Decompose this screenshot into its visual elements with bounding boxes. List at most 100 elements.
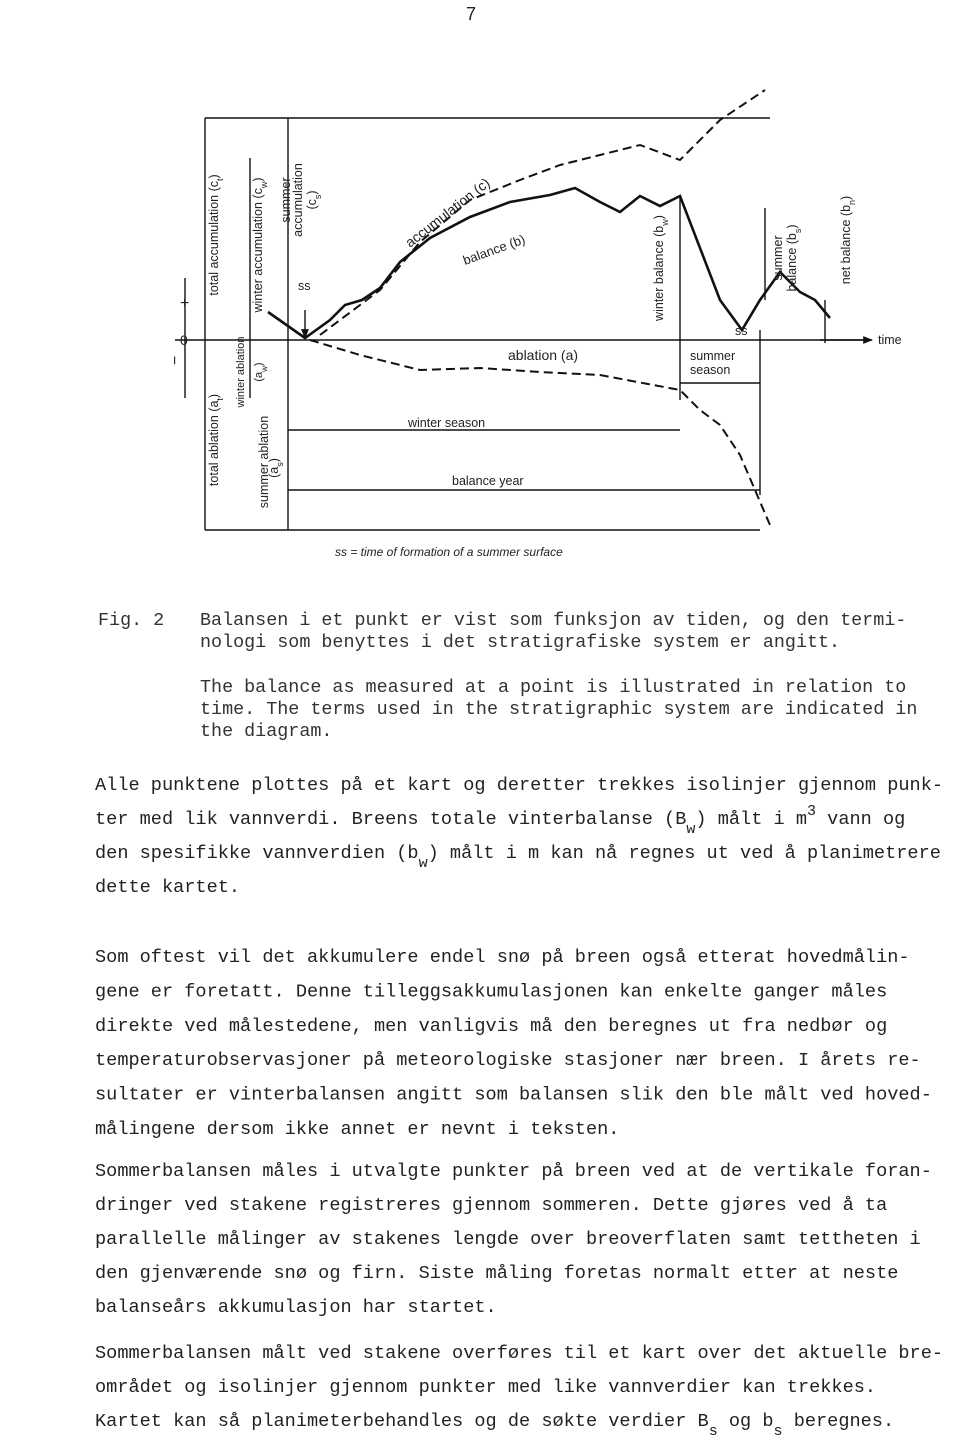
label: total accumulation (ct) [207, 174, 225, 295]
text-segment: ter med lik vannverdi. Breens totale vin… [95, 809, 686, 830]
text-segment: gene er foretatt. Denne tilleggsakkumula… [95, 981, 887, 1002]
t: winter accumulation (c [251, 188, 265, 313]
t: (a [253, 371, 265, 382]
t: ) [251, 177, 265, 181]
text-segment: den spesifikke vannverdien (b [95, 843, 419, 864]
caption-line: nologi som benyttes i det stratigrafiske… [200, 632, 840, 653]
t: total accumulation (c [207, 181, 221, 296]
t: w [259, 181, 269, 189]
text-segment: området og isolinjer gjennom punkter med… [95, 1377, 876, 1398]
label: (cs) [305, 190, 323, 209]
text-line: den gjenværende snø og firn. Siste målin… [95, 1263, 898, 1284]
winter-season-label: winter season [407, 416, 485, 430]
t: (a [267, 467, 281, 478]
text-segment: den gjenværende snø og firn. Siste målin… [95, 1263, 898, 1284]
label: (aw) [253, 362, 269, 381]
caption-line: The balance as measured at a point is il… [200, 677, 906, 698]
label: winter accumulation (cw) [251, 177, 269, 313]
text-line: den spesifikke vannverdien (bw) målt i m… [95, 843, 941, 872]
t: ) [839, 196, 853, 200]
caption-line: the diagram. [200, 721, 332, 742]
ss-label: ss [298, 279, 311, 293]
text-line: ter med lik vannverdi. Breens totale vin… [95, 803, 905, 838]
text-segment: ) målt i m [695, 809, 807, 830]
t: ) [305, 190, 319, 194]
t: t [215, 178, 225, 181]
text-line: parallelle målinger av stakenes lengde o… [95, 1229, 921, 1250]
text-line: dringer ved stakene registreres gjennom … [95, 1195, 887, 1216]
t: s [793, 228, 803, 233]
text-line: målingene dersom ikke annet er nevnt i t… [95, 1119, 619, 1140]
t: ) [207, 174, 221, 178]
axis-plus: + [180, 295, 189, 312]
caption-line: Balansen i et punkt er vist som funksjon… [200, 610, 906, 631]
text-line: området og isolinjer gjennom punkter med… [95, 1377, 876, 1398]
footnote: ss = time of formation of a summer surfa… [335, 545, 563, 559]
text-line: dette kartet. [95, 877, 240, 898]
ablation-curve [309, 339, 771, 526]
label: winter ablation [235, 337, 247, 409]
t: w [260, 366, 269, 373]
text-segment: og b [718, 1411, 774, 1432]
text-line: Alle punktene plottes på et kart og dere… [95, 775, 943, 796]
t: winter balance (b [652, 226, 666, 322]
text-line: balanseårs akkumulasjon har startet. [95, 1297, 497, 1318]
text-line: gene er foretatt. Denne tilleggsakkumula… [95, 981, 887, 1002]
time-label: time [878, 333, 902, 347]
text-segment: parallelle målinger av stakenes lengde o… [95, 1229, 921, 1250]
text-segment: s [709, 1423, 718, 1440]
text-segment: w [419, 855, 428, 872]
text-line: temperaturobservasjoner på meteorologisk… [95, 1050, 921, 1071]
t: ) [207, 394, 221, 398]
axis-minus: − [167, 356, 184, 365]
ablation-label: ablation (a) [508, 347, 578, 363]
t: net balance (b [839, 205, 853, 284]
balance-label: balance (b) [461, 231, 527, 267]
t: ) [267, 458, 281, 462]
text-segment: Sommerbalansen målt ved stakene overføre… [95, 1343, 943, 1364]
text-segment: beregnes. [783, 1411, 895, 1432]
body-text: Alle punktene plottes på et kart og dere… [95, 775, 943, 1440]
t: n [847, 200, 857, 205]
text-line: Sommerbalansen måles i utvalgte punkter … [95, 1161, 932, 1182]
text-segment: Alle punktene plottes på et kart og dere… [95, 775, 943, 796]
text-line: Kartet kan så planimeterbehandles og de … [95, 1411, 894, 1440]
text-segment: direkte ved målestedene, men vanligvis m… [95, 1016, 887, 1037]
label: summer [771, 235, 785, 280]
text-segment: målingene dersom ikke annet er nevnt i t… [95, 1119, 619, 1140]
label: winter balance (bw) [652, 215, 670, 322]
label: season [690, 363, 730, 377]
text-segment: Som oftest vil det akkumulere endel snø … [95, 947, 910, 968]
text-line: Sommerbalansen målt ved stakene overføre… [95, 1343, 943, 1364]
t: s [313, 194, 323, 199]
t: balance (b [785, 233, 799, 291]
label: balance (bs) [785, 224, 803, 291]
diagram: + 0 − time total accumulation (ct) total… [167, 89, 902, 559]
label: summer ablation [257, 416, 271, 508]
text-segment: balanseårs akkumulasjon har startet. [95, 1297, 497, 1318]
text-line: direkte ved målestedene, men vanligvis m… [95, 1016, 887, 1037]
text-segment: vann og [816, 809, 905, 830]
t: total ablation (a [207, 401, 221, 487]
text-segment: dette kartet. [95, 877, 240, 898]
axis-lines [175, 117, 870, 531]
label: total ablation (at) [207, 394, 225, 486]
t: (c [305, 199, 319, 209]
text-line: Som oftest vil det akkumulere endel snø … [95, 947, 910, 968]
accumulation-curve [319, 89, 766, 336]
t: w [660, 219, 670, 227]
label: summer [279, 177, 293, 222]
text-segment: temperaturobservasjoner på meteorologisk… [95, 1050, 921, 1071]
t: ) [785, 224, 799, 228]
text-segment: Kartet kan så planimeterbehandles og de … [95, 1411, 709, 1432]
label: summer [690, 349, 735, 363]
caption-line: time. The terms used in the stratigraphi… [200, 699, 917, 720]
text-segment: ) målt i m kan nå regnes ut ved å planim… [428, 843, 941, 864]
balance-year-label: balance year [452, 474, 524, 488]
text-segment: Sommerbalansen måles i utvalgte punkter … [95, 1161, 932, 1182]
ss-label: ss [735, 324, 748, 338]
text-segment: sultater er vinterbalansen angitt som ba… [95, 1085, 932, 1106]
label: accumulation [291, 163, 305, 237]
t: ) [652, 215, 666, 219]
